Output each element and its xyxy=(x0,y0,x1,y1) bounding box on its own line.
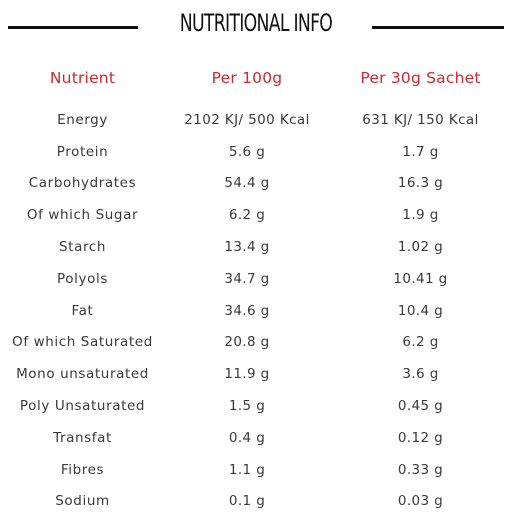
nutrient-name: Transfat xyxy=(53,429,112,446)
per-100g-value: 0.4 g xyxy=(228,429,266,446)
table-body: Energy 2102 KJ/ 500 Kcal 631 KJ/ 150 Kca… xyxy=(0,94,512,517)
per-100g-value: 34.7 g xyxy=(224,270,270,287)
per-sachet-value: 0.33 g xyxy=(397,461,444,478)
column-header-per-100g: Per 100g xyxy=(211,69,283,87)
table-row: Carbohydrates 54.4 g 16.3 g xyxy=(0,168,512,200)
nutrient-name: Of which Sugar xyxy=(26,207,139,224)
table-row: Polyols 34.7 g 10.41 g xyxy=(0,263,512,295)
header-row: Nutrient Per 100g Per 30g Sachet xyxy=(0,62,512,94)
per-100g-value: 11.9 g xyxy=(224,366,270,383)
nutrition-table: Nutrient Per 100g Per 30g Sachet Energy … xyxy=(0,62,512,517)
per-100g-value: 0.1 g xyxy=(228,493,266,510)
per-sachet-value: 631 KJ/ 150 Kcal xyxy=(362,111,479,128)
per-100g-value: 6.2 g xyxy=(228,207,266,224)
table-row: Of which Saturated 20.8 g 6.2 g xyxy=(0,327,512,359)
table-row: Energy 2102 KJ/ 500 Kcal 631 KJ/ 150 Kca… xyxy=(0,104,512,136)
table-row: Protein 5.6 g 1.7 g xyxy=(0,136,512,168)
per-100g-value: 5.6 g xyxy=(228,143,266,160)
per-100g-value: 54.4 g xyxy=(224,175,270,192)
header-spacer xyxy=(0,94,512,104)
nutrient-name: Of which Saturated xyxy=(12,334,153,351)
nutrient-name: Starch xyxy=(59,239,106,256)
header: NUTRITIONAL INFO xyxy=(0,0,512,56)
nutrient-name: Fibres xyxy=(60,461,105,478)
per-sachet-value: 1.02 g xyxy=(397,239,444,256)
table-row: Fibres 1.1 g 0.33 g xyxy=(0,454,512,486)
per-100g-value: 20.8 g xyxy=(224,334,270,351)
nutrient-name: Poly Unsaturated xyxy=(19,398,146,415)
per-100g-value: 34.6 g xyxy=(224,302,270,319)
nutrient-name: Energy xyxy=(57,111,108,128)
table-row: Transfat 0.4 g 0.12 g xyxy=(0,422,512,454)
nutrient-name: Sodium xyxy=(55,493,110,510)
per-100g-value: 13.4 g xyxy=(224,239,270,256)
per-sachet-value: 1.9 g xyxy=(402,207,439,224)
nutrient-name: Carbohydrates xyxy=(28,175,137,192)
per-sachet-value: 10.4 g xyxy=(397,302,444,319)
table-row: Fat 34.6 g 10.4 g xyxy=(0,295,512,327)
right-divider-line xyxy=(372,26,504,29)
nutrient-name: Mono unsaturated xyxy=(16,366,149,383)
table-row: Poly Unsaturated 1.5 g 0.45 g xyxy=(0,390,512,422)
per-sachet-value: 6.2 g xyxy=(402,334,439,351)
per-sachet-value: 3.6 g xyxy=(402,366,439,383)
table-row: Starch 13.4 g 1.02 g xyxy=(0,231,512,263)
table-header: Nutrient Per 100g Per 30g Sachet xyxy=(0,62,512,94)
table-row: Sodium 0.1 g 0.03 g xyxy=(0,486,512,518)
nutrient-name: Fat xyxy=(71,302,94,319)
per-sachet-value: 0.12 g xyxy=(397,429,444,446)
page-title: NUTRITIONAL INFO xyxy=(179,9,333,37)
per-sachet-value: 10.41 g xyxy=(393,270,448,287)
per-sachet-value: 16.3 g xyxy=(397,175,444,192)
table-row: Mono unsaturated 11.9 g 3.6 g xyxy=(0,358,512,390)
nutrient-name: Protein xyxy=(56,143,109,160)
per-sachet-value: 0.45 g xyxy=(397,398,444,415)
table-row: Of which Sugar 6.2 g 1.9 g xyxy=(0,199,512,231)
column-header-nutrient: Nutrient xyxy=(49,69,116,87)
per-100g-value: 1.1 g xyxy=(228,461,266,478)
column-header-per-sachet: Per 30g Sachet xyxy=(360,69,481,87)
per-100g-value: 1.5 g xyxy=(228,398,266,415)
left-divider-line xyxy=(8,26,138,29)
per-100g-value: 2102 KJ/ 500 Kcal xyxy=(184,111,310,128)
per-sachet-value: 1.7 g xyxy=(402,143,439,160)
nutrient-name: Polyols xyxy=(57,270,108,287)
per-sachet-value: 0.03 g xyxy=(397,493,444,510)
